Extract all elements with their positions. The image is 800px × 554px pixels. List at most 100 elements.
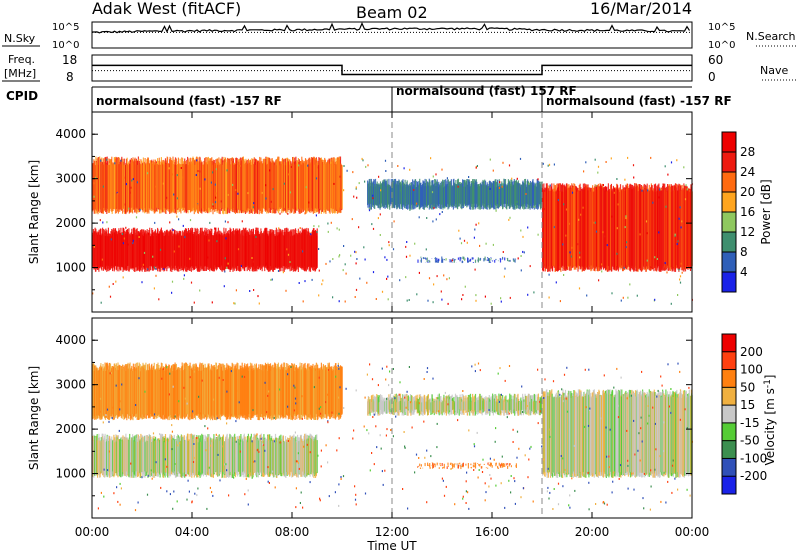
heatmap-speck — [516, 177, 518, 180]
heatmap-speck — [190, 281, 193, 284]
heatmap-speck — [338, 255, 340, 258]
velocity-heatmap — [92, 362, 693, 512]
heatmap-cell — [477, 257, 479, 263]
heatmap-speck — [214, 227, 216, 230]
heatmap-speck — [155, 185, 157, 188]
heatmap-cell — [494, 260, 496, 263]
heatmap-speck — [548, 163, 551, 166]
heatmap-speck — [363, 246, 365, 249]
heatmap-speck — [428, 277, 431, 280]
heatmap-speck — [173, 490, 175, 493]
heatmap-speck — [436, 275, 438, 278]
heatmap-speck — [664, 262, 666, 265]
heatmap-cell — [434, 258, 436, 259]
heatmap-speck — [132, 239, 134, 242]
heatmap-speck — [237, 192, 239, 195]
heatmap-speck — [460, 242, 463, 245]
heatmap-cell — [459, 394, 461, 410]
cpid-segment-2: normalsound (fast) 157 RF — [396, 84, 577, 98]
heatmap-speck — [684, 408, 686, 411]
date-title: 16/Mar/2014 — [590, 0, 692, 18]
heatmap-speck — [358, 226, 360, 229]
heatmap-speck — [666, 271, 668, 274]
heatmap-speck — [595, 230, 598, 233]
heatmap-speck — [403, 167, 405, 170]
heatmap-speck — [414, 242, 416, 245]
heatmap-speck — [579, 251, 581, 254]
heatmap-speck — [501, 185, 503, 188]
heatmap-speck — [654, 256, 656, 259]
heatmap-speck — [632, 164, 635, 167]
heatmap-cell — [497, 260, 499, 262]
heatmap-speck — [485, 242, 487, 245]
ytick-label: 2000 — [55, 216, 86, 230]
heatmap-speck — [343, 165, 345, 167]
heatmap-speck — [681, 220, 683, 223]
heatmap-speck — [647, 189, 649, 192]
heatmap-speck — [256, 433, 258, 436]
heatmap-speck — [571, 246, 573, 249]
heatmap-speck — [678, 268, 680, 271]
heatmap-cell — [487, 462, 489, 465]
heatmap-speck — [514, 480, 516, 483]
heatmap-speck — [616, 227, 618, 230]
heatmap-speck — [388, 244, 390, 247]
heatmap-speck — [171, 448, 173, 451]
heatmap-speck — [405, 255, 408, 258]
heatmap-speck — [152, 432, 155, 435]
heatmap-speck — [336, 227, 338, 230]
heatmap-speck — [520, 255, 522, 257]
heatmap-cell — [490, 257, 492, 258]
heatmap-cell — [463, 256, 465, 260]
heatmap-speck — [261, 191, 263, 194]
heatmap-speck — [189, 219, 192, 222]
heatmap-speck — [362, 159, 364, 162]
heatmap-cell — [442, 467, 444, 468]
heatmap-cell — [508, 260, 510, 262]
heatmap-speck — [182, 176, 184, 179]
noise-sky-trace — [92, 22, 691, 34]
power-heatmap — [92, 156, 693, 305]
noise-right-tick-top: 10^5 — [708, 22, 735, 33]
heatmap-speck — [93, 182, 95, 185]
heatmap-speck — [527, 293, 529, 296]
heatmap-cell — [450, 259, 452, 263]
heatmap-speck — [318, 269, 320, 272]
heatmap-speck — [119, 408, 121, 411]
heatmap-cell — [483, 463, 485, 465]
heatmap-speck — [445, 258, 447, 261]
heatmap-speck — [315, 177, 318, 180]
heatmap-speck — [255, 236, 257, 238]
heatmap-speck — [660, 188, 662, 191]
heatmap-speck — [418, 271, 420, 274]
heatmap-speck — [227, 221, 229, 224]
heatmap-speck — [385, 170, 387, 172]
heatmap-speck — [94, 176, 97, 179]
heatmap-speck — [368, 209, 371, 212]
heatmap-speck — [609, 428, 611, 431]
heatmap-speck — [308, 201, 310, 204]
heatmap-speck — [271, 278, 273, 281]
heatmap-speck — [241, 220, 243, 223]
heatmap-speck — [640, 416, 642, 419]
heatmap-speck — [588, 508, 590, 511]
heatmap-speck — [523, 251, 525, 254]
ytick-label: 3000 — [55, 172, 86, 186]
heatmap-speck — [372, 416, 374, 418]
heatmap-speck — [332, 258, 334, 260]
heatmap-speck — [405, 276, 407, 279]
heatmap-speck — [287, 440, 289, 442]
heatmap-speck — [212, 205, 214, 208]
heatmap-speck — [605, 426, 607, 429]
heatmap-speck — [606, 244, 608, 247]
heatmap-speck — [366, 281, 368, 284]
heatmap-cell — [488, 464, 490, 466]
noise-left-tick-top: 10^5 — [52, 22, 79, 33]
heatmap-speck — [409, 208, 411, 211]
heatmap-speck — [137, 501, 139, 504]
heatmap-speck — [444, 391, 446, 394]
heatmap-cell — [439, 462, 441, 465]
heatmap-cell — [433, 463, 435, 466]
heatmap-cell — [341, 366, 343, 414]
